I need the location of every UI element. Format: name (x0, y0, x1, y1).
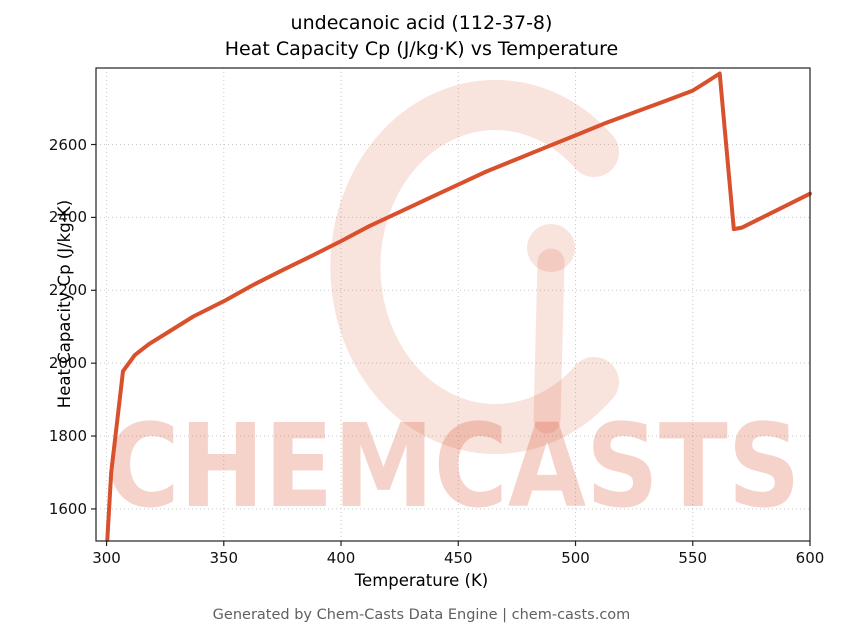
cp-line-series (105, 71, 812, 542)
x-tick-label: 600 (795, 549, 825, 567)
chart-title-line1: undecanoic acid (112-37-8) (290, 12, 553, 34)
y-tick-label: 2400 (48, 208, 87, 227)
chart-title-line2: Heat Capacity Cp (J/kg·K) vs Temperature (224, 38, 619, 60)
y-tick-label: 1600 (48, 499, 87, 518)
y-tick-label: 2600 (48, 135, 87, 154)
footer-text: Generated by Chem-Casts Data Engine | ch… (212, 607, 631, 623)
y-tick-label: 1800 (48, 427, 87, 446)
x-tick-label: 300 (92, 549, 121, 567)
x-tick-label: 500 (561, 549, 590, 567)
x-tick-label: 350 (209, 549, 239, 567)
y-axis-label: Heat Capacity Cp (J/kg·K) (55, 199, 74, 409)
watermark-logo-dot-icon (527, 224, 575, 272)
watermark-logo-tail-icon (533, 248, 565, 434)
y-tick-label: 2200 (48, 281, 87, 300)
x-tick-label: 550 (678, 549, 708, 567)
plot-spines (95, 67, 811, 542)
x-tick-label: 400 (326, 549, 356, 567)
watermark-text: CHEMCASTS (106, 400, 801, 534)
x-axis-label: Temperature (K) (354, 571, 489, 590)
x-tick-label: 450 (443, 549, 473, 567)
y-tick-label: 2000 (48, 354, 87, 373)
watermark-logo-c-icon (330, 80, 619, 454)
